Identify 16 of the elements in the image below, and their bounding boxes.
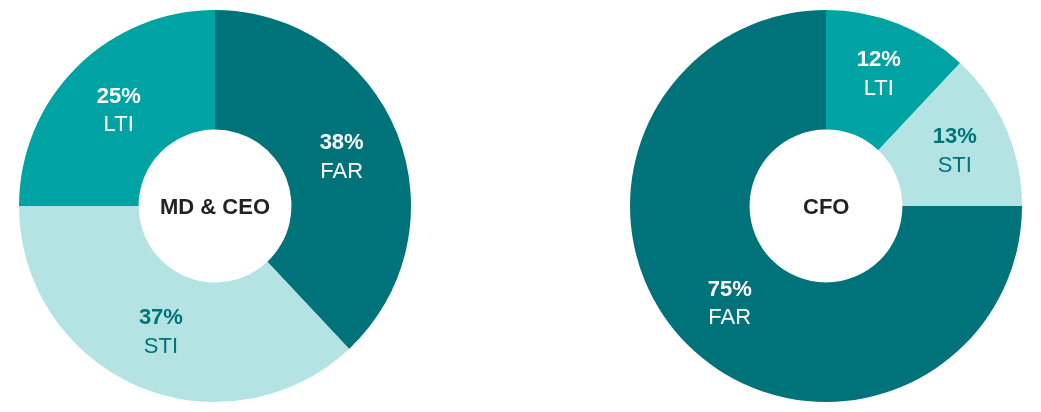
slice-label: FAR [708,304,752,330]
text: MD & CEO [160,194,270,219]
donut-slice [215,10,411,349]
data-label: 75% [707,275,752,301]
data-label: 12% [856,46,901,71]
donut-slice [630,10,1022,402]
slice-label: LTI [863,74,894,100]
slice-label: STI [937,152,972,178]
slice-label: LTI [103,111,134,137]
text: CFO [803,194,850,219]
data-label: 25% [96,82,141,108]
data-label: 37% [138,304,183,330]
slice-label: FAR [320,157,364,183]
data-label: 38% [319,129,364,155]
data-label: 13% [932,123,977,149]
slice-label: STI [143,332,179,358]
